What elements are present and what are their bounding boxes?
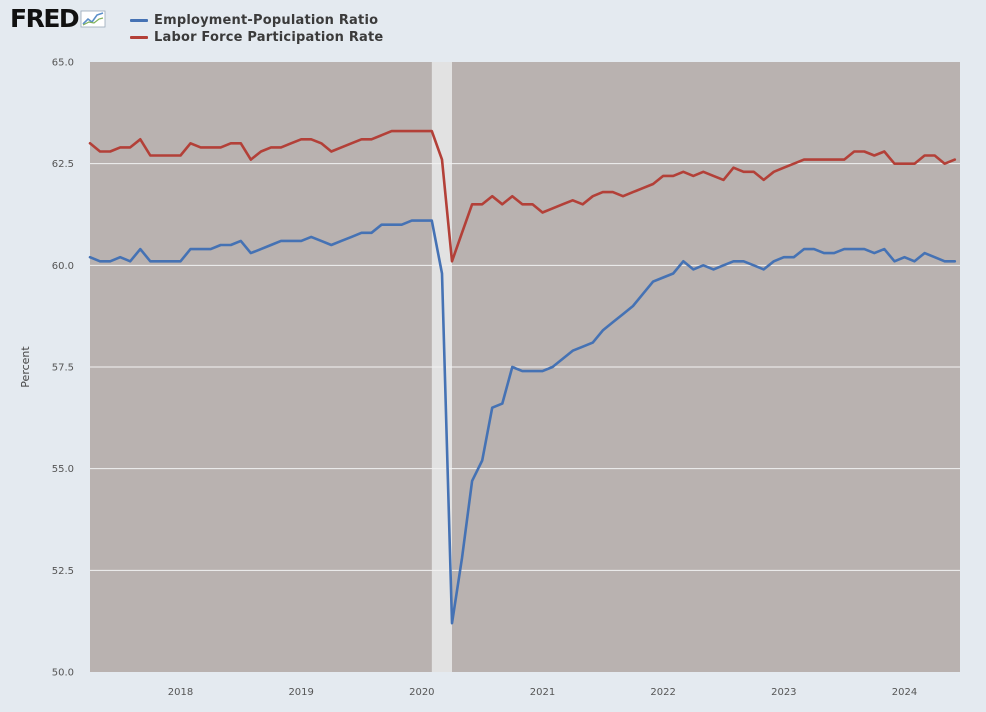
y-tick-label: 55.0	[52, 464, 74, 475]
y-tick-label: 62.5	[52, 159, 74, 170]
y-tick-label: 50.0	[52, 668, 74, 679]
y-axis-title: Percent	[19, 346, 32, 388]
x-tick-label: 2019	[288, 687, 313, 698]
plot-svg[interactable]: 50.0 52.5 55.0 57.5 60.0 62.5 65.0 2018 2019 2020…	[0, 0, 986, 712]
x-tick-label: 2022	[650, 687, 675, 698]
y-tick-label: 60.0	[52, 261, 74, 272]
x-tick-label: 2020	[409, 687, 434, 698]
y-tick-label: 52.5	[52, 566, 74, 577]
y-tick-label: 57.5	[52, 363, 74, 374]
y-tick-label: 65.0	[52, 58, 74, 69]
x-tick-label: 2024	[892, 687, 917, 698]
x-tick-label: 2023	[771, 687, 796, 698]
x-tick-label: 2021	[530, 687, 555, 698]
x-tick-label: 2018	[168, 687, 193, 698]
chart: FRED Employment-Population Ratio Labor F…	[0, 0, 986, 712]
